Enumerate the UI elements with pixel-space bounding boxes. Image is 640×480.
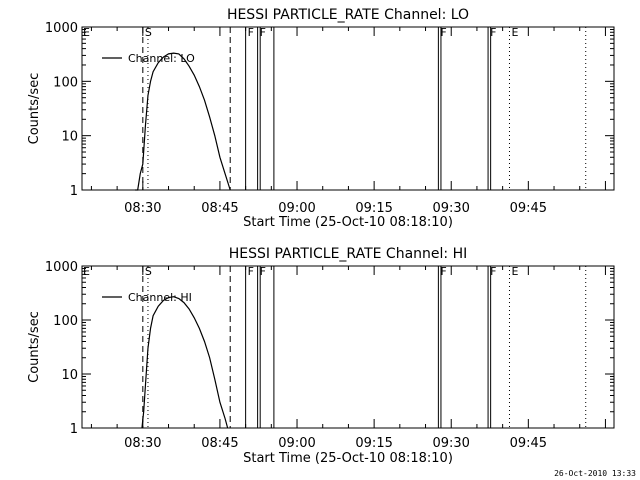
x-axis-label: Start Time (25-Oct-10 08:18:10) (243, 451, 453, 466)
plot-timestamp: 26-Oct-2010 13:33 (554, 469, 636, 478)
chart-title: HESSI PARTICLE_RATE Channel: LO (227, 7, 469, 23)
y-tick-label: 10 (61, 130, 78, 145)
x-tick-label: 09:45 (510, 201, 547, 216)
event-marker-label: E (83, 26, 90, 39)
event-marker-label: F (260, 26, 266, 39)
x-tick-label: 09:00 (278, 201, 315, 216)
event-marker-label: S (145, 265, 152, 278)
y-tick-label: 1000 (45, 260, 78, 275)
x-tick-label: 09:30 (432, 201, 469, 216)
event-marker-label: E (511, 26, 518, 39)
y-tick-label: 100 (53, 314, 78, 329)
series-line (141, 296, 229, 429)
y-tick-label: 1 (70, 422, 78, 437)
x-tick-label: 09:30 (432, 436, 469, 451)
x-axis-label: Start Time (25-Oct-10 08:18:10) (243, 215, 453, 230)
legend-entry: Channel: HI (128, 291, 192, 304)
y-axis-label: Counts/sec (27, 73, 42, 145)
y-tick-label: 100 (53, 75, 78, 90)
event-marker-label: F (248, 26, 254, 39)
event-marker-label: S (145, 26, 152, 39)
x-tick-label: 08:30 (124, 201, 161, 216)
chart-panel-2: HESSI PARTICLE_RATE Channel: HI Start Tim… (27, 246, 615, 466)
y-tick-label: 1 (70, 184, 78, 199)
x-tick-label: 09:45 (510, 436, 547, 451)
x-tick-label: 09:15 (355, 201, 392, 216)
chart-panel-1: HESSI PARTICLE_RATE Channel: LO Start Tim… (27, 7, 615, 230)
event-marker-label: F (490, 26, 496, 39)
legend-entry: Channel: LO (128, 52, 195, 65)
event-marker-label: E (511, 265, 518, 278)
series-line (135, 52, 231, 191)
x-tick-label: 08:30 (124, 436, 161, 451)
event-marker-label: E (83, 265, 90, 278)
y-tick-label: 1000 (45, 21, 78, 36)
event-marker-label: F (260, 265, 266, 278)
event-marker-label: F (440, 26, 446, 39)
chart-title: HESSI PARTICLE_RATE Channel: HI (229, 246, 467, 262)
y-tick-label: 10 (61, 368, 78, 383)
x-tick-label: 09:15 (355, 436, 392, 451)
event-marker-label: F (490, 265, 496, 278)
event-marker-label: F (248, 265, 254, 278)
x-tick-label: 09:00 (278, 436, 315, 451)
event-marker-label: F (440, 265, 446, 278)
y-axis-label: Counts/sec (27, 311, 42, 383)
x-tick-label: 08:45 (201, 201, 238, 216)
x-tick-label: 08:45 (201, 436, 238, 451)
